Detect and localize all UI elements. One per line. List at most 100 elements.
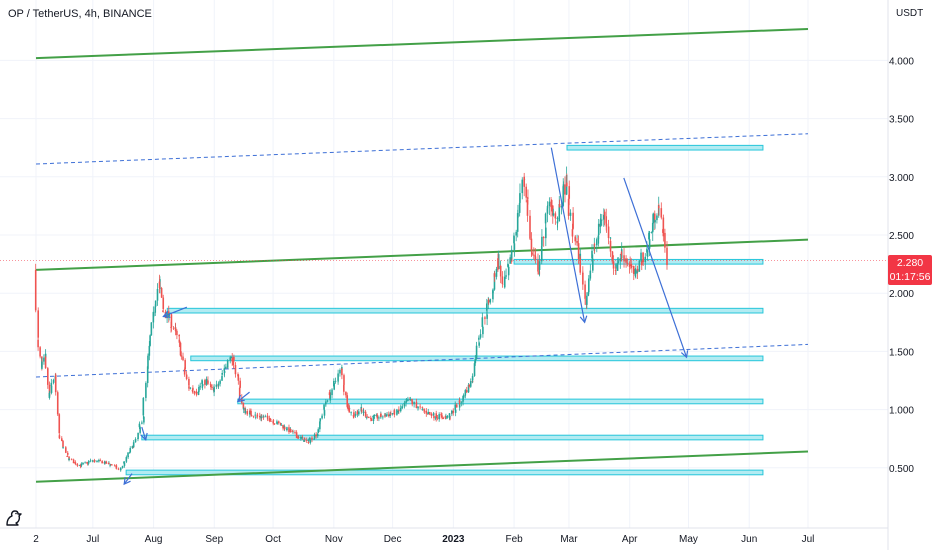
candle-body: [625, 258, 627, 263]
candle-body: [399, 408, 402, 409]
arrow-head: [162, 310, 171, 318]
candle-body: [113, 465, 116, 467]
candle-body: [380, 413, 382, 417]
candle-body: [188, 386, 190, 389]
candle-body: [501, 276, 504, 285]
candle-body: [319, 421, 321, 430]
candle-body: [448, 413, 451, 418]
candle-body: [597, 223, 600, 235]
candle-body: [574, 236, 577, 242]
trend-arrow: [123, 473, 133, 485]
candle-body: [499, 265, 502, 277]
candle-body: [88, 461, 90, 463]
candle-body: [264, 416, 267, 418]
candle-body: [654, 220, 656, 223]
candle-body: [162, 297, 165, 310]
candle-body: [662, 217, 665, 237]
candle-body: [609, 237, 612, 239]
candle-body: [260, 416, 262, 419]
candle-body: [462, 395, 464, 402]
trendlines: [0, 27, 888, 483]
x-tick-label: Jul: [802, 534, 815, 545]
candle-body: [221, 376, 223, 381]
candle-body: [467, 384, 470, 393]
candle-body: [180, 355, 183, 357]
candle-body: [289, 429, 292, 433]
candle-body: [600, 219, 603, 221]
candle-body: [56, 392, 59, 415]
candle-body: [168, 314, 170, 317]
candle-body: [362, 411, 365, 413]
candle-body: [503, 276, 506, 288]
candle-body: [527, 197, 529, 199]
candle-body: [204, 380, 206, 385]
candle-body: [603, 214, 605, 220]
candle-body: [101, 461, 104, 463]
candle-body: [384, 415, 386, 417]
candle-body: [513, 243, 516, 250]
x-tick-label: May: [679, 534, 698, 545]
candle-body: [350, 412, 352, 414]
candle-body: [554, 213, 557, 219]
candle-body: [517, 212, 519, 218]
candle-body: [558, 204, 561, 208]
x-tick-label: Nov: [325, 534, 343, 545]
candle-body: [58, 435, 61, 439]
candle-body: [432, 413, 435, 416]
candle-body: [434, 417, 437, 419]
candle-body: [640, 260, 643, 266]
tradingview-logo-icon[interactable]: [4, 506, 26, 528]
candle-body: [615, 264, 617, 269]
candle-body: [666, 247, 668, 266]
candle-body: [438, 414, 440, 419]
candle-body: [617, 261, 620, 263]
candle-body: [390, 413, 392, 415]
candle-body: [137, 432, 139, 439]
candle-body: [60, 438, 63, 441]
candle-body: [244, 411, 247, 413]
candle-body: [199, 386, 202, 388]
candle-body: [72, 461, 75, 463]
candle-body: [382, 416, 384, 418]
candle-body: [589, 270, 592, 279]
candle-body: [122, 461, 125, 463]
candle-body: [471, 375, 474, 381]
candle-body: [127, 452, 129, 457]
candle-body: [568, 186, 571, 199]
candle-body: [442, 417, 445, 420]
currency-unit: USDT: [896, 8, 924, 19]
candle-body: [303, 440, 305, 442]
candle-body: [188, 379, 190, 386]
candle-body: [145, 383, 147, 398]
candle-body: [542, 236, 545, 239]
candle-body: [311, 437, 313, 440]
bar-countdown: 01:17:56: [889, 271, 931, 283]
candle-body: [149, 335, 151, 346]
candle-body: [421, 408, 424, 410]
candle-body: [531, 252, 533, 255]
candle-body: [656, 215, 658, 221]
symbol-title: OP / TetherUS, 4h, BINANCE: [8, 8, 152, 20]
arrow-head: [236, 394, 245, 403]
candle-body: [595, 239, 598, 246]
candle-body: [664, 232, 666, 248]
candle-body: [313, 434, 316, 439]
candle-body: [365, 416, 368, 418]
candle-body: [558, 204, 561, 222]
candle-body: [184, 360, 186, 370]
candle-body: [378, 417, 380, 419]
candle-body: [482, 326, 484, 335]
arrow-head: [579, 315, 588, 324]
candle-body: [182, 356, 184, 361]
candle-body: [551, 205, 554, 216]
candle-body: [452, 410, 455, 413]
candle-body: [567, 198, 570, 216]
y-tick-label: 1.500: [889, 347, 914, 358]
candle-body: [364, 411, 367, 417]
candle-body: [630, 265, 633, 267]
candle-body: [178, 335, 180, 337]
candle-body: [372, 416, 375, 421]
candle-body: [323, 410, 326, 416]
candle-body: [475, 345, 478, 359]
